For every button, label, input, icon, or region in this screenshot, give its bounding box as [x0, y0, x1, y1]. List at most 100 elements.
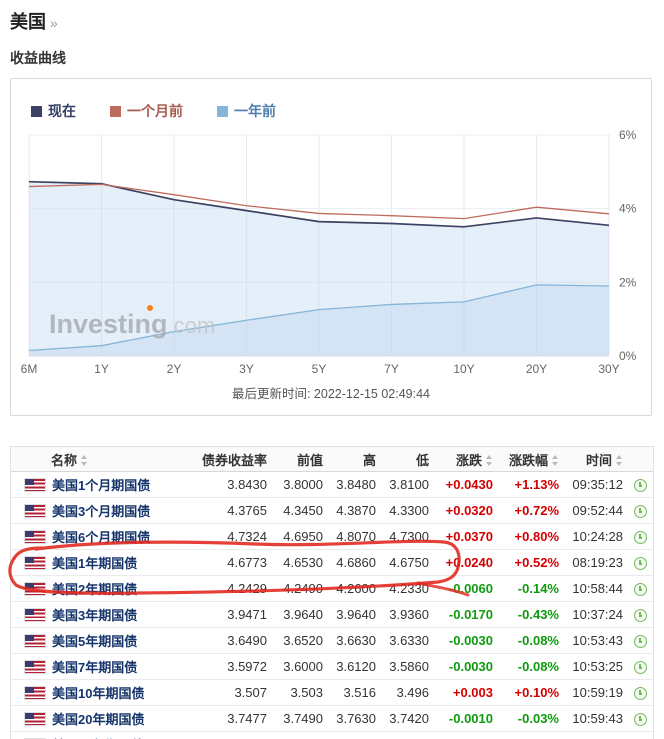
change-cell: +0.0320: [433, 497, 497, 524]
x-tick-label: 2Y: [167, 362, 182, 376]
sort-icon[interactable]: [486, 454, 493, 466]
low-cell: 3.9360: [380, 601, 433, 628]
bond-name-cell: 美国1个月期国债: [11, 471, 199, 498]
column-header-label: 名称: [51, 452, 78, 468]
change-pct-cell: -0.03%: [497, 705, 563, 732]
bond-name-link[interactable]: 美国5年期国债: [52, 634, 138, 649]
high-cell: 3.9640: [327, 601, 380, 628]
prev-cell: 3.6000: [271, 653, 327, 680]
change-cell: +0.008: [433, 731, 497, 739]
us-flag-icon: [25, 556, 45, 569]
table-row: 美国10年期国债 3.507 3.503 3.516 3.496 +0.003 +0.10%…: [11, 679, 653, 706]
column-header-label: 前值: [296, 452, 323, 468]
high-cell: 3.7630: [327, 705, 380, 732]
prev-cell: 4.2490: [271, 575, 327, 602]
change-cell: +0.0370: [433, 523, 497, 550]
change-cell: -0.0170: [433, 601, 497, 628]
sort-icon[interactable]: [616, 454, 623, 466]
bond-name-link[interactable]: 美国1年期国债: [52, 556, 138, 571]
yield-cell: 3.8430: [199, 471, 271, 498]
low-cell: 4.6750: [380, 549, 433, 576]
breadcrumb-arrow-icon: »: [50, 15, 58, 31]
bond-name-link[interactable]: 美国6个月期国债: [52, 530, 151, 545]
column-header[interactable]: 涨跌: [433, 447, 497, 472]
bond-name-cell: 美国1年期国债: [11, 549, 199, 576]
legend-item: 一个月前: [110, 101, 183, 121]
bond-name-cell: 美国10年期国债: [11, 679, 199, 706]
watermark-accent-dot: [147, 305, 153, 311]
legend-label: 一年前: [234, 103, 276, 119]
us-flag-icon: [25, 504, 45, 517]
clock-cell: [627, 575, 653, 602]
realtime-clock-icon: [633, 531, 647, 545]
high-cell: 3.516: [327, 679, 380, 706]
yield-cell: 3.548: [199, 731, 271, 739]
realtime-clock-icon: [633, 479, 647, 493]
realtime-clock-icon: [633, 583, 647, 597]
sort-icon[interactable]: [81, 454, 88, 466]
change-pct-cell: +0.52%: [497, 549, 563, 576]
low-cell: 3.7420: [380, 705, 433, 732]
column-header[interactable]: 名称: [11, 447, 199, 472]
column-header-label: 高: [362, 452, 376, 468]
yield-chart-svg: 6% 4% 2% 0% 6M 1Y 2Y 3Y 5Y 7Y 10Y 20Y 30Y: [21, 128, 637, 376]
clock-cell: [627, 705, 653, 732]
bond-name-link[interactable]: 美国20年期国债: [52, 712, 145, 727]
change-pct-cell: -0.08%: [497, 653, 563, 680]
series-line-1: [28, 183, 610, 220]
bond-name-link[interactable]: 美国3个月期国债: [52, 504, 151, 519]
bond-name-link[interactable]: 美国1个月期国债: [52, 478, 151, 493]
change-cell: +0.0240: [433, 549, 497, 576]
country-title[interactable]: 美国: [10, 12, 46, 32]
bond-table: 名称 债券收益率 前值高低涨跌 涨跌幅 时间 美国1个月期国债 3.8430 3.8000 3…: [10, 446, 654, 739]
high-cell: 3.6630: [327, 627, 380, 654]
time-cell: 10:37:24: [563, 601, 627, 628]
column-header-label: 债券收益率: [201, 452, 267, 468]
watermark-suffix: .com: [167, 313, 216, 338]
us-flag-icon: [25, 712, 45, 725]
high-cell: 4.3870: [327, 497, 380, 524]
column-header-label: 涨跌: [455, 452, 482, 468]
sort-icon[interactable]: [552, 454, 559, 466]
bond-name-cell: 美国3个月期国债: [11, 497, 199, 524]
clock-cell: [627, 627, 653, 654]
change-pct-cell: +1.13%: [497, 471, 563, 498]
y-tick-label: 6%: [619, 128, 637, 142]
x-tick-label: 30Y: [598, 362, 619, 376]
legend-label: 一个月前: [127, 103, 183, 119]
clock-cell: [627, 731, 653, 739]
column-header[interactable]: 时间: [563, 447, 627, 472]
time-cell: 10:53:25: [563, 653, 627, 680]
bond-name-link[interactable]: 美国7年期国债: [52, 660, 138, 675]
legend-swatch-icon: [31, 105, 42, 117]
yield-cell: 4.6773: [199, 549, 271, 576]
yield-cell: 3.507: [199, 679, 271, 706]
bond-name-link[interactable]: 美国10年期国债: [52, 686, 145, 701]
column-header[interactable]: 涨跌幅: [497, 447, 563, 472]
realtime-clock-icon: [633, 713, 647, 727]
us-flag-icon: [25, 582, 45, 595]
prev-cell: 3.503: [271, 679, 327, 706]
realtime-clock-icon: [633, 661, 647, 675]
clock-cell: [627, 679, 653, 706]
us-flag-icon: [25, 634, 45, 647]
clock-cell: [627, 497, 653, 524]
change-cell: +0.003: [433, 679, 497, 706]
change-cell: +0.0430: [433, 471, 497, 498]
prev-cell: 3.7490: [271, 705, 327, 732]
low-cell: 4.3300: [380, 497, 433, 524]
time-cell: 10:58:36: [563, 731, 627, 739]
bond-name-link[interactable]: 美国2年期国债: [52, 582, 138, 597]
clock-cell: [627, 471, 653, 498]
high-cell: 3.6120: [327, 653, 380, 680]
bond-name-link[interactable]: 美国3年期国债: [52, 608, 138, 623]
legend-swatch-icon: [110, 105, 121, 117]
bond-name-cell: 美国6个月期国债: [11, 523, 199, 550]
column-header: 低: [380, 447, 433, 472]
legend-item: 一年前: [217, 101, 276, 121]
low-cell: 4.2330: [380, 575, 433, 602]
y-tick-label: 0%: [619, 349, 637, 363]
high-cell: 3.8480: [327, 471, 380, 498]
clock-cell: [627, 549, 653, 576]
